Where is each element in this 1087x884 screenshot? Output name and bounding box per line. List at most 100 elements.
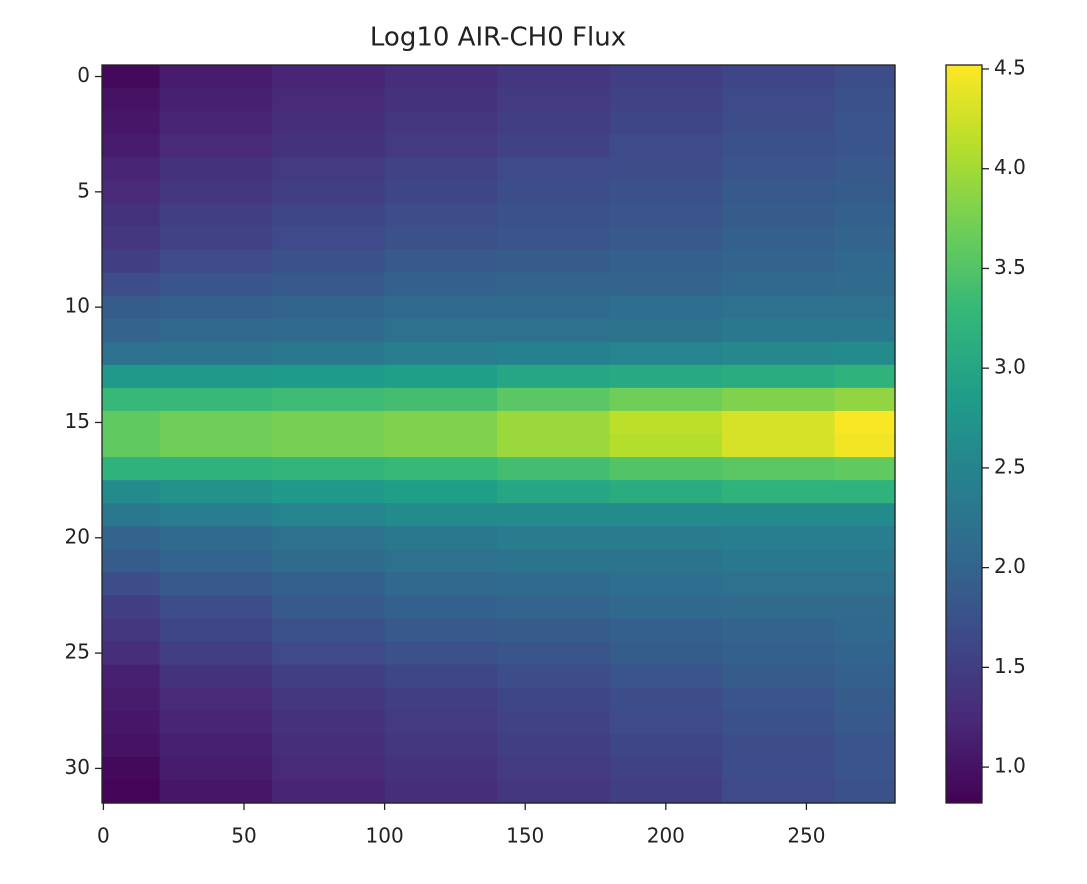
heatmap-cell	[272, 687, 386, 712]
heatmap-cell	[384, 480, 498, 504]
heatmap-cell	[609, 756, 723, 781]
heatmap-cell	[272, 710, 386, 735]
colorbar-segment	[946, 500, 982, 505]
colorbar-segment	[946, 98, 982, 103]
colorbar-segment	[946, 172, 982, 177]
colorbar-segment	[946, 673, 982, 679]
heatmap-cell	[497, 272, 611, 297]
heatmap-cell	[497, 549, 611, 573]
heatmap-cell	[609, 641, 723, 666]
colorbar-tick-label: 2.0	[994, 554, 1026, 578]
heatmap-cell	[834, 318, 896, 343]
colorbar-segment	[946, 677, 982, 682]
heatmap-cell	[722, 549, 836, 573]
colorbar-segment	[946, 190, 982, 195]
heatmap-cell	[384, 526, 498, 550]
heatmap-cell	[384, 364, 498, 389]
heatmap-cell	[102, 295, 161, 320]
heatmap-cell	[272, 203, 386, 228]
colorbar-segment	[946, 614, 982, 619]
heatmap-cell	[609, 249, 723, 274]
colorbar-segment	[946, 116, 982, 121]
heatmap-cell	[834, 549, 896, 573]
heatmap-cell	[159, 364, 273, 389]
colorbar-segment	[946, 743, 982, 749]
heatmap-cell	[159, 733, 273, 758]
heatmap-cell	[722, 733, 836, 758]
heatmap-cell	[272, 387, 386, 412]
heatmap-cell	[384, 65, 498, 89]
x-tick-label: 0	[97, 824, 110, 848]
colorbar-tick-label: 4.5	[994, 55, 1026, 79]
colorbar-segment	[946, 146, 982, 151]
heatmap-cell	[102, 618, 161, 643]
colorbar-segment	[946, 120, 982, 125]
heatmap-cell	[609, 710, 723, 735]
colorbar-segment	[946, 507, 982, 512]
chart-title: Log10 AIR-CH0 Flux	[370, 23, 626, 53]
colorbar-segment	[946, 574, 982, 579]
colorbar-segment	[946, 504, 982, 509]
colorbar-segment	[946, 592, 982, 597]
colorbar-segment	[946, 160, 982, 166]
colorbar-segment	[946, 755, 982, 760]
colorbar-segment	[946, 367, 982, 372]
heatmap-cell	[159, 641, 273, 666]
heatmap-cell	[497, 203, 611, 228]
heatmap-cell	[609, 549, 723, 573]
colorbar-segment	[946, 622, 982, 627]
colorbar-segment	[946, 205, 982, 210]
colorbar-tick-label: 1.5	[994, 654, 1026, 678]
colorbar-segment	[946, 87, 982, 92]
colorbar-segment	[946, 349, 982, 354]
heatmap-cell	[102, 526, 161, 550]
colorbar-segment	[946, 666, 982, 671]
colorbar-segment	[946, 780, 982, 786]
heatmap-cell	[609, 88, 723, 112]
colorbar-segment	[946, 452, 982, 457]
heatmap-cell	[159, 88, 273, 112]
heatmap-cell	[159, 457, 273, 481]
colorbar-segment	[946, 238, 982, 243]
colorbar-segment	[946, 485, 982, 490]
colorbar-segment	[946, 408, 982, 413]
colorbar-segment	[946, 112, 982, 118]
heatmap-cell	[834, 710, 896, 735]
colorbar-segment	[946, 618, 982, 623]
heatmap-cell	[722, 572, 836, 597]
colorbar-segment	[946, 684, 982, 690]
colorbar-segment	[946, 341, 982, 346]
colorbar-segment	[946, 256, 982, 262]
colorbar-segment	[946, 323, 982, 328]
heatmap-cell	[102, 318, 161, 343]
heatmap-cell	[834, 134, 896, 158]
colorbar-segment	[946, 393, 982, 398]
colorbar-segment	[946, 153, 982, 158]
colorbar-segment	[946, 227, 982, 232]
heatmap-cell	[384, 318, 498, 343]
colorbar-segment	[946, 245, 982, 250]
colorbar-segment	[946, 747, 982, 752]
colorbar-segment	[946, 725, 982, 730]
colorbar-segment	[946, 544, 982, 549]
heatmap-cell	[497, 457, 611, 481]
heatmap-cell	[102, 503, 161, 527]
heatmap-cell	[384, 111, 498, 135]
heatmap-cell	[497, 503, 611, 527]
heatmap-cell	[272, 226, 386, 251]
colorbar-segment	[946, 729, 982, 734]
colorbar-segment	[946, 186, 982, 191]
heatmap-cell	[609, 410, 723, 435]
heatmap-cell	[834, 111, 896, 135]
colorbar-segment	[946, 430, 982, 435]
heatmap-cell	[834, 641, 896, 666]
heatmap-cell	[722, 434, 836, 458]
heatmap-cell	[609, 226, 723, 251]
heatmap-cell	[272, 249, 386, 274]
colorbar-segment	[946, 732, 982, 738]
heatmap-cell	[497, 157, 611, 181]
colorbar-segment	[946, 773, 982, 778]
y-tick-label: 15	[65, 409, 90, 433]
x-tick-label: 200	[647, 824, 685, 848]
colorbar-segment	[946, 404, 982, 409]
